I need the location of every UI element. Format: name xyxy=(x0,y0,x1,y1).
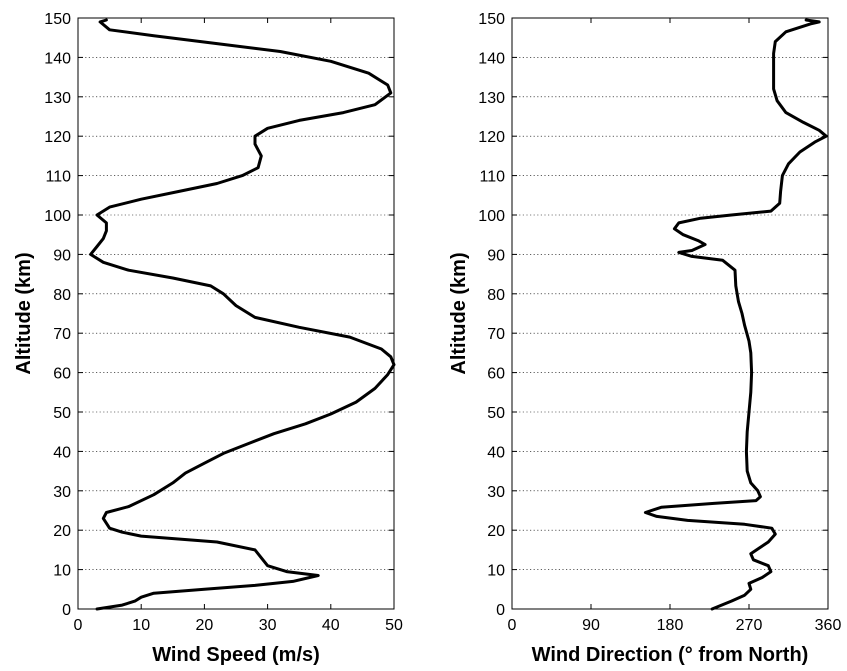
wind-speed-profile-line xyxy=(89,18,396,611)
x-tick-label: 30 xyxy=(259,617,277,634)
y-tick-label: 40 xyxy=(487,444,505,461)
y-tick-label: 100 xyxy=(44,208,71,225)
x-tick-label: 0 xyxy=(508,617,517,634)
y-tick-label: 60 xyxy=(487,366,505,383)
y-tick-label: 110 xyxy=(45,169,71,186)
y-tick-label: 120 xyxy=(44,129,71,146)
y-tick-label: 50 xyxy=(487,405,505,422)
y-tick-label: 150 xyxy=(44,11,71,28)
y-tick-labels: 0 10 20 30 40 50 60 70 80 90 100 110 120 130 140 150 xyxy=(478,11,505,619)
y-tick-label: 120 xyxy=(478,129,505,146)
x-axis-label: Wind Speed (m/s) xyxy=(152,644,320,666)
wind-direction-panel: 0 10 20 30 40 50 60 70 80 90 100 110 120 130 140 150 0 9… xyxy=(448,11,841,666)
x-tick-label: 180 xyxy=(657,617,684,634)
y-tick-label: 130 xyxy=(44,90,71,107)
y-tick-labels: 0 10 20 30 40 50 60 70 80 90 100 110 120 130 140 150 xyxy=(44,11,71,619)
y-tick-label: 150 xyxy=(478,11,505,28)
y-tick-label: 80 xyxy=(487,287,505,304)
y-tick-label: 90 xyxy=(487,247,505,264)
y-axis-label: Altitude (km) xyxy=(448,252,470,374)
y-tick-label: 90 xyxy=(53,247,71,264)
x-tick-labels: 0 90 180 270 360 xyxy=(508,617,842,634)
y-axis-label: Altitude (km) xyxy=(13,252,35,374)
y-tick-label: 50 xyxy=(53,405,71,422)
y-tick-label: 30 xyxy=(53,484,71,501)
x-tick-label: 50 xyxy=(385,617,403,634)
wind-speed-panel: 0 10 20 30 40 50 60 70 80 90 100 110 120 130 140 150 0 1… xyxy=(13,11,403,666)
y-tick-label: 0 xyxy=(496,602,505,619)
y-grid xyxy=(78,57,394,570)
y-tick-label: 110 xyxy=(479,169,505,186)
y-tick-label: 10 xyxy=(53,563,71,580)
y-tick-label: 140 xyxy=(44,50,71,67)
x-tick-label: 20 xyxy=(196,617,214,634)
x-tick-label: 270 xyxy=(736,617,763,634)
y-tick-label: 80 xyxy=(53,287,71,304)
y-tick-label: 40 xyxy=(53,444,71,461)
y-tick-label: 30 xyxy=(487,484,505,501)
x-tick-label: 90 xyxy=(582,617,600,634)
plot-frame xyxy=(77,17,395,610)
y-tick-label: 130 xyxy=(478,90,505,107)
x-tick-label: 0 xyxy=(74,617,83,634)
y-grid xyxy=(512,57,828,570)
y-tick-label: 140 xyxy=(478,50,505,67)
y-tick-label: 10 xyxy=(487,563,505,580)
x-tick-label: 360 xyxy=(815,617,842,634)
x-tick-labels: 0 10 20 30 40 50 xyxy=(74,617,403,634)
y-tick-label: 0 xyxy=(62,602,71,619)
y-tick-label: 20 xyxy=(53,523,71,540)
y-tick-label: 100 xyxy=(478,208,505,225)
x-tick-label: 40 xyxy=(322,617,340,634)
ticks xyxy=(77,17,395,610)
wind-direction-profile-line xyxy=(643,18,828,611)
y-tick-label: 70 xyxy=(53,326,71,343)
x-axis-label: Wind Direction (° from North) xyxy=(532,644,809,666)
y-tick-label: 60 xyxy=(53,366,71,383)
x-tick-label: 10 xyxy=(132,617,150,634)
ticks xyxy=(511,17,829,610)
y-tick-label: 70 xyxy=(487,326,505,343)
y-tick-label: 20 xyxy=(487,523,505,540)
